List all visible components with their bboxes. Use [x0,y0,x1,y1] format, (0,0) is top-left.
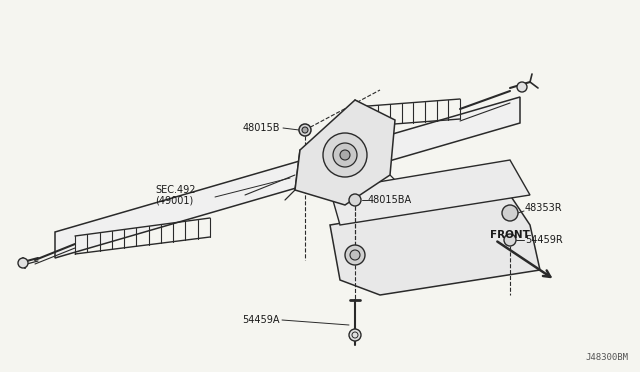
Circle shape [18,258,28,268]
Text: 48353R: 48353R [525,203,563,213]
Text: SEC.492: SEC.492 [155,185,195,195]
Text: 54459A: 54459A [243,315,280,325]
Circle shape [504,234,516,246]
Circle shape [517,82,527,92]
Circle shape [502,205,518,221]
Circle shape [323,133,367,177]
Circle shape [350,250,360,260]
Circle shape [345,245,365,265]
Text: 54459R: 54459R [525,235,563,245]
Circle shape [349,194,361,206]
Polygon shape [295,100,395,205]
Text: FRONT: FRONT [490,230,530,240]
Circle shape [349,329,361,341]
Polygon shape [330,160,530,225]
Text: 48015B: 48015B [243,123,280,133]
Circle shape [333,143,357,167]
Polygon shape [330,195,540,295]
Text: 48015BA: 48015BA [368,195,412,205]
Circle shape [340,150,350,160]
Circle shape [302,127,308,133]
Text: J48300BM: J48300BM [585,353,628,362]
Polygon shape [55,97,520,258]
Circle shape [299,124,311,136]
Text: (49001): (49001) [155,195,193,205]
